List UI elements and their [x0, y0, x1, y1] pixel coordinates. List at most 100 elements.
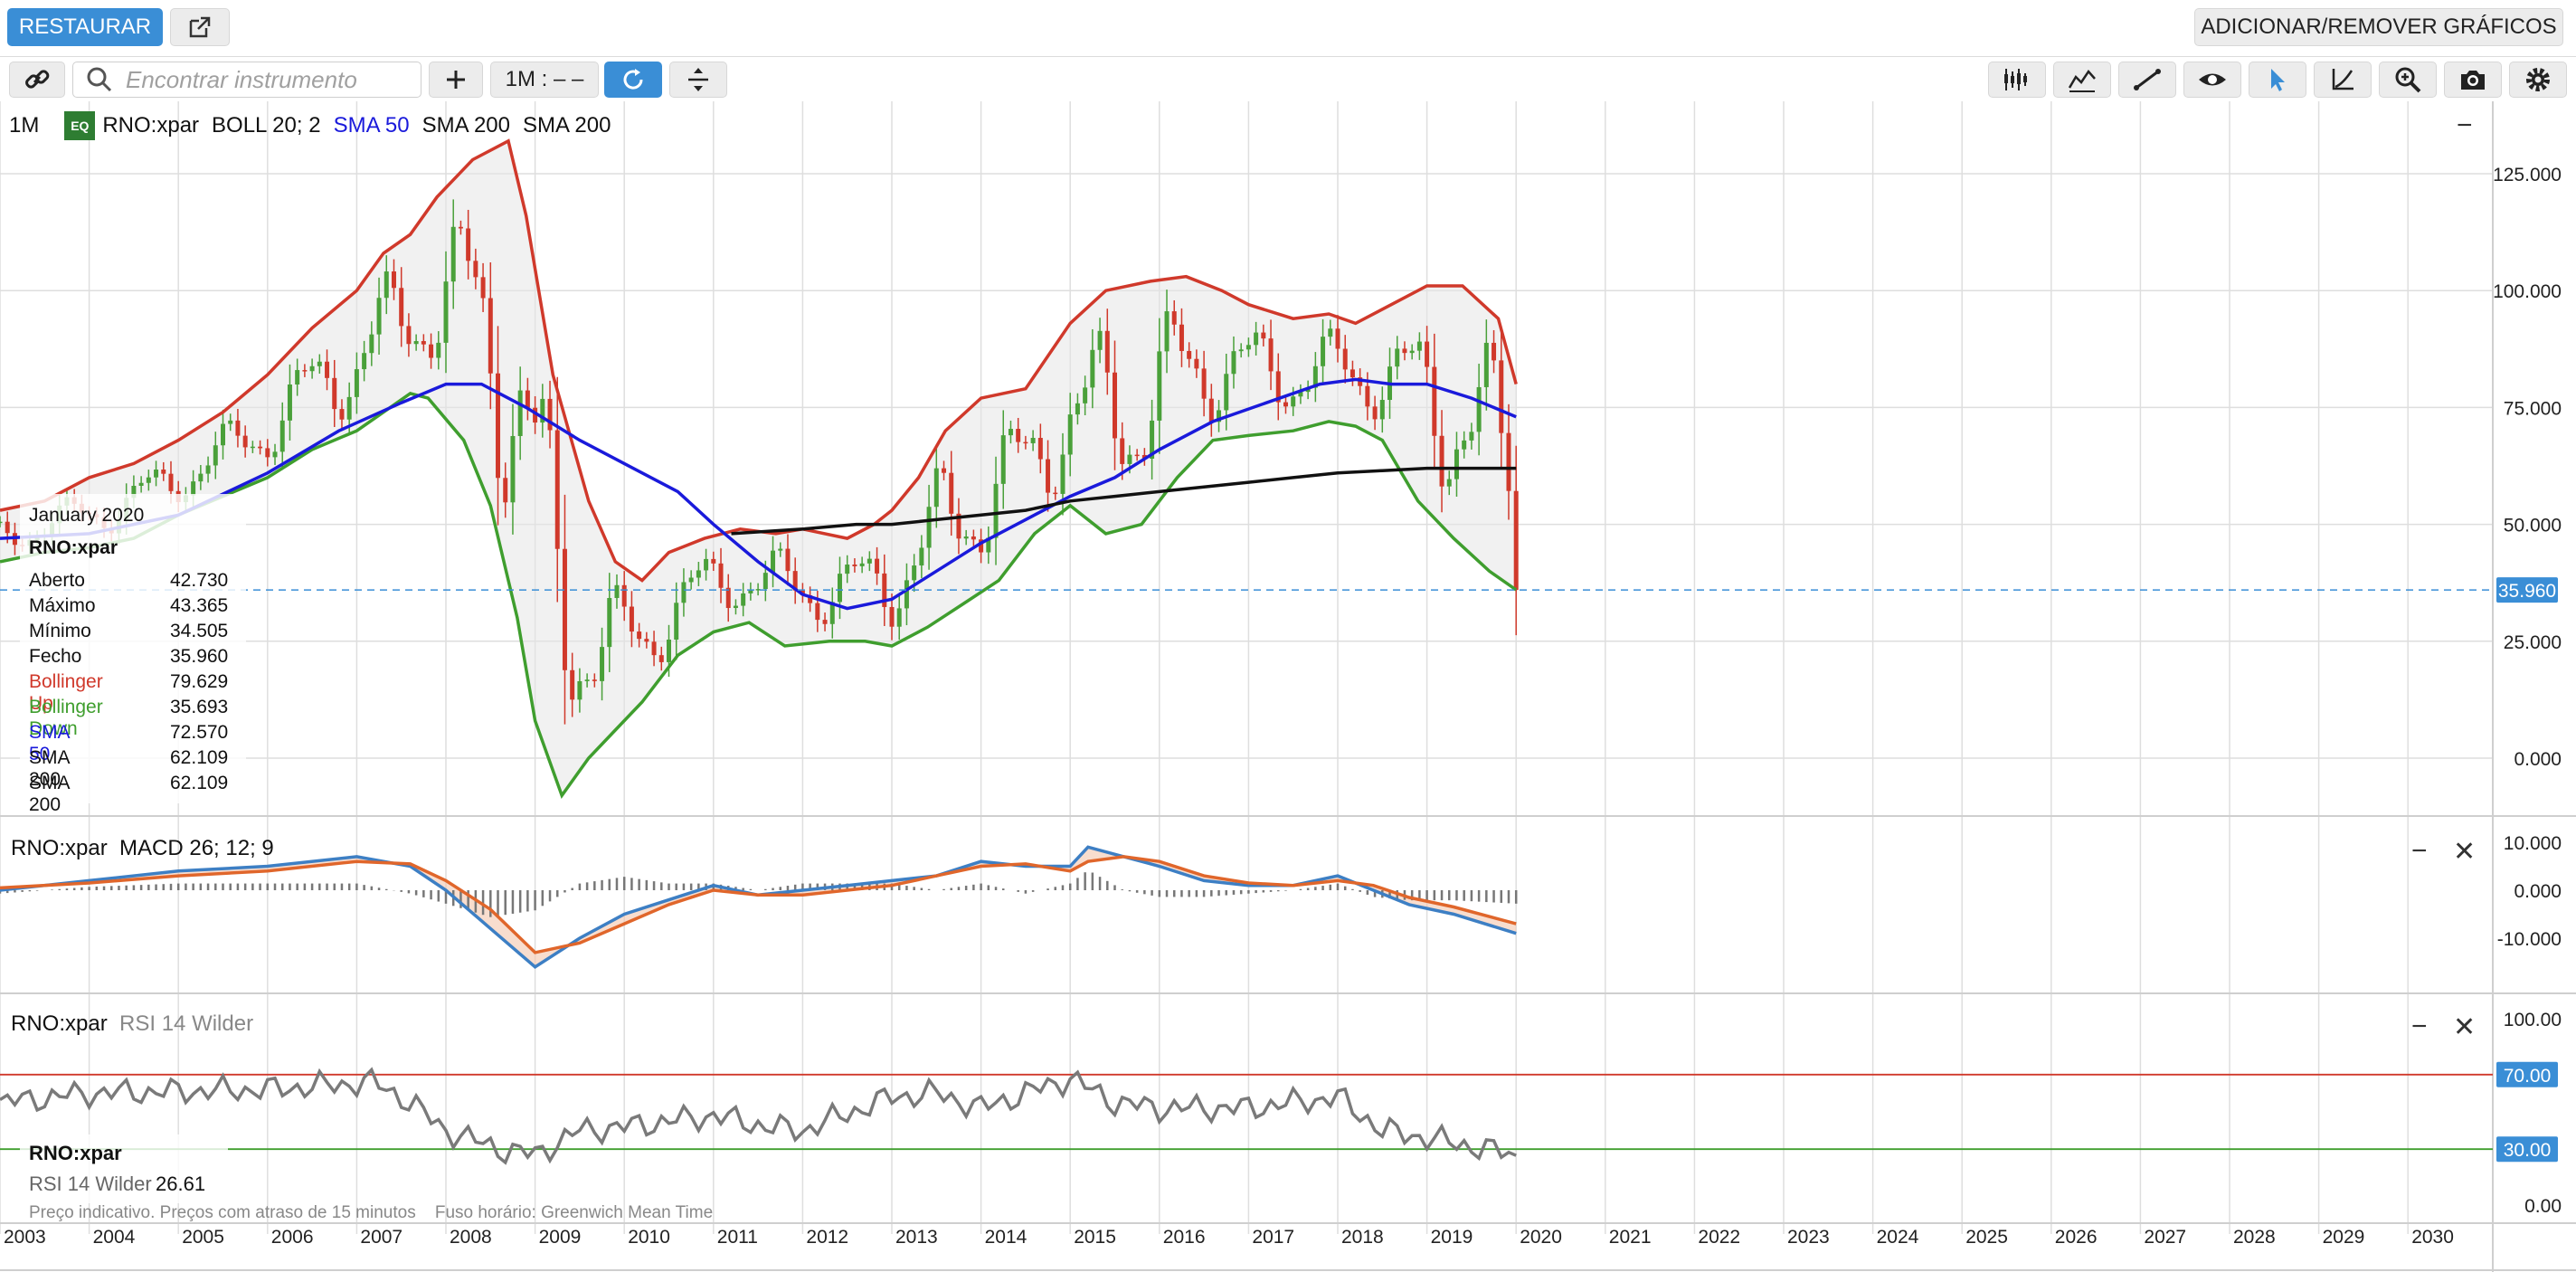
refresh-button[interactable]: [604, 62, 662, 98]
candle-body: [362, 353, 367, 370]
candle-body: [1016, 429, 1021, 442]
candle-body: [771, 550, 776, 574]
candle-body: [748, 589, 753, 593]
candle-body: [339, 409, 345, 420]
minimize-macd-button[interactable]: −: [2411, 836, 2428, 866]
close-macd-icon[interactable]: ✕: [2453, 837, 2477, 867]
candle-body: [614, 584, 620, 598]
candle-body: [1261, 332, 1266, 339]
candle-body: [332, 377, 337, 410]
candle-body: [317, 361, 322, 366]
candle-body: [822, 620, 828, 624]
rsi-indicator: RSI 14 Wilder: [119, 1011, 254, 1036]
candle-body: [309, 365, 315, 372]
candle-body: [191, 481, 196, 496]
restore-button[interactable]: RESTAURAR: [7, 8, 163, 46]
candle-body: [875, 558, 880, 574]
candle-body: [272, 451, 278, 458]
candle-body: [354, 369, 359, 397]
candle-body: [146, 477, 151, 483]
candle-body: [1402, 348, 1407, 354]
candle-body: [1513, 490, 1519, 591]
candle-body: [1224, 374, 1229, 411]
candle-body: [1113, 372, 1117, 439]
candle-body: [391, 271, 396, 289]
search-input[interactable]: [124, 64, 399, 95]
rsi-upper-label: 70.00: [2504, 1066, 2552, 1087]
chart-area[interactable]: 125.000 100.000 75.000 50.000 25.000 0.000 35.…: [0, 101, 2576, 1272]
period-selector[interactable]: 1M : – –: [490, 62, 599, 98]
add-remove-charts-button[interactable]: ADICIONAR/REMOVER GRÁFICOS: [2194, 8, 2563, 46]
visibility-button[interactable]: [2183, 62, 2241, 98]
chart-type-button[interactable]: [1988, 62, 2046, 98]
popout-button[interactable]: [170, 8, 230, 46]
candle-body: [205, 465, 211, 474]
tooltip-row-value: 79.629: [170, 671, 229, 692]
x-tick-label: 2023: [1787, 1227, 1830, 1248]
candle-body: [1462, 440, 1467, 450]
candle-body: [1321, 337, 1326, 366]
curve-tool-button[interactable]: [2314, 62, 2372, 98]
sma200-legend[interactable]: SMA 200: [421, 113, 511, 138]
candle-body: [733, 605, 738, 609]
tooltip-row-value: 62.109: [170, 747, 229, 768]
camera-icon: [2461, 71, 2485, 90]
candle-body: [1446, 479, 1452, 487]
candle-body: [711, 558, 716, 564]
cursor-button[interactable]: [2249, 62, 2306, 98]
candle-body: [1231, 351, 1236, 375]
curve-icon: [2332, 69, 2353, 90]
link-button[interactable]: [9, 62, 65, 98]
tooltip-row-value: 43.365: [170, 595, 229, 616]
candle-body: [1506, 432, 1511, 491]
candle-body: [651, 641, 657, 656]
sma50-legend[interactable]: SMA 50: [333, 113, 410, 138]
candle-body: [926, 507, 932, 548]
tooltip-row-value: 34.505: [170, 621, 229, 641]
candle-body: [1350, 369, 1355, 378]
candle-body: [896, 608, 902, 627]
x-tick-label: 2030: [2411, 1227, 2454, 1248]
snapshot-button[interactable]: [2444, 62, 2502, 98]
y-tick-label: 75.000: [2504, 398, 2562, 419]
candle-body: [904, 580, 909, 609]
rsi-title: RNO:xpar RSI 14 Wilder: [11, 1011, 253, 1037]
candle-body: [859, 563, 865, 566]
settings-button[interactable]: [2509, 62, 2567, 98]
candle-body: [837, 574, 842, 603]
candle-body: [384, 271, 389, 299]
rsi-tooltip: RNO:xpar RSI 14 Wilder 26.61: [20, 1134, 228, 1203]
candle-body: [993, 483, 999, 538]
y-tick-label: 100.000: [2493, 281, 2562, 302]
candle-body: [979, 539, 984, 553]
candle-body: [1090, 349, 1095, 388]
tooltip-row-label: SMA 200: [29, 773, 70, 815]
minimize-rsi-button[interactable]: −: [2411, 1011, 2428, 1041]
candle-body: [473, 261, 478, 278]
add-button[interactable]: [429, 62, 483, 98]
candle-body: [1312, 365, 1318, 388]
minimize-main-button[interactable]: −: [2457, 110, 2473, 140]
boll-legend[interactable]: BOLL 20; 2: [212, 113, 321, 138]
tooltip-row-label: Máximo: [29, 595, 96, 616]
bollinger-down-line: [0, 392, 1518, 800]
candle-body: [1104, 330, 1110, 373]
search-icon: [87, 67, 112, 92]
close-rsi-icon[interactable]: ✕: [2453, 1012, 2477, 1042]
indicators-button[interactable]: [2053, 62, 2111, 98]
sma200-legend-2[interactable]: SMA 200: [523, 113, 611, 138]
candle-body: [852, 565, 857, 566]
candle-body: [1298, 392, 1303, 397]
candle-body: [1067, 414, 1073, 455]
tooltip-row-label: Mínimo: [29, 621, 91, 641]
candle-body: [1425, 341, 1430, 367]
instrument-search[interactable]: [72, 62, 421, 98]
divider: [0, 56, 2576, 57]
candle-body: [1439, 435, 1444, 487]
candle-body: [792, 571, 798, 591]
zoom-button[interactable]: [2379, 62, 2437, 98]
draw-line-button[interactable]: [2118, 62, 2176, 98]
candle-body: [1372, 406, 1378, 420]
candle-body: [1150, 420, 1155, 460]
split-view-button[interactable]: [669, 62, 727, 98]
